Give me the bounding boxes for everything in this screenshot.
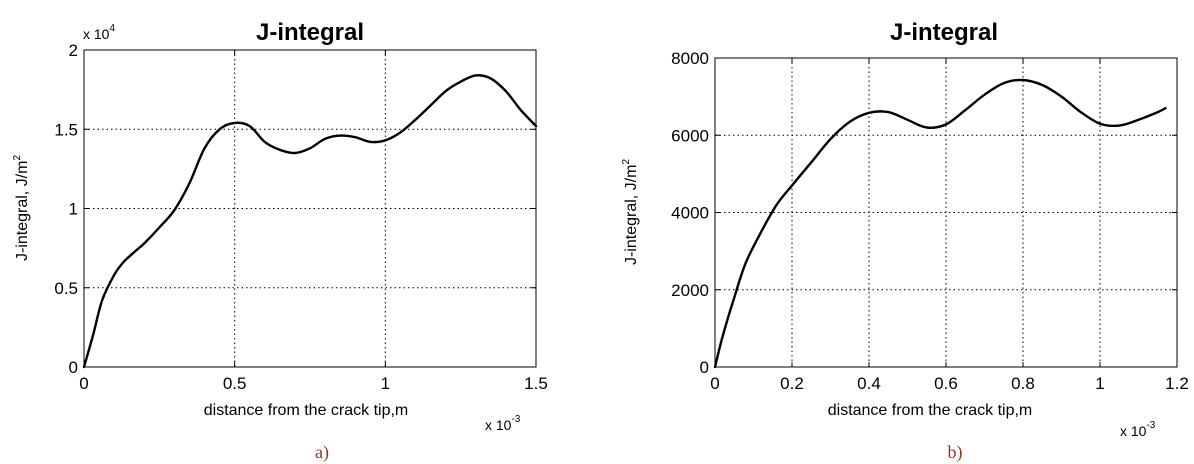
x-tick-label: 0 <box>710 374 719 393</box>
x-tick-label: 1.5 <box>524 374 548 393</box>
j-integral-curve-b <box>713 78 1167 369</box>
x-axis-label-b: distance from the crack tip,m <box>828 402 1033 419</box>
y-tick-label: 6000 <box>671 126 709 145</box>
y-ticks-b: 0 2000 4000 6000 8000 <box>671 49 1177 377</box>
y-axis-label-b: J-integral, J/m2 <box>621 159 640 265</box>
chart-title-a: J-integral <box>256 19 364 46</box>
x-axis-label-a: distance from the crack tip,m <box>204 402 409 419</box>
y-tick-label: 2000 <box>671 281 709 300</box>
y-ticks-a: 0 0.5 1 1.5 2 <box>54 41 536 377</box>
x-tick-label: 0.6 <box>934 374 958 393</box>
x-ticks-a: 0 0.5 1 1.5 <box>79 50 548 393</box>
y-axis-label-a: J-integral, J/m2 <box>12 155 31 261</box>
chart-panel-a: J-integral x 104 0 0.5 1 1.5 2 0 0.5 1 1.5 dist… <box>12 19 548 463</box>
y-tick-label: 0 <box>69 358 78 377</box>
x-tick-label: 0.4 <box>857 374 881 393</box>
caption-a: a) <box>315 442 329 463</box>
x-tick-label: 1.2 <box>1165 374 1189 393</box>
y-tick-label: 8000 <box>671 49 709 68</box>
grid-lines-a <box>84 50 536 367</box>
x-tick-label: 0.2 <box>780 374 804 393</box>
y-tick-label: 0 <box>700 358 709 377</box>
grid-lines-b <box>715 58 1177 367</box>
x-multiplier-a: x 10-3 <box>485 414 521 433</box>
x-tick-label: 1 <box>1095 374 1104 393</box>
x-tick-label: 0.8 <box>1011 374 1035 393</box>
y-tick-label: 1 <box>69 200 78 219</box>
x-ticks-b: 0 0.2 0.4 0.6 0.8 1 1.2 <box>710 58 1189 393</box>
j-integral-curve-a <box>82 74 538 369</box>
y-tick-label: 0.5 <box>54 279 78 298</box>
chart-title-b: J-integral <box>890 19 998 46</box>
y-tick-label: 1.5 <box>54 120 78 139</box>
caption-b: b) <box>948 442 963 463</box>
x-tick-label: 1 <box>381 374 390 393</box>
x-tick-label: 0 <box>79 374 88 393</box>
x-multiplier-b: x 10-3 <box>1120 420 1156 439</box>
x-tick-label: 0.5 <box>223 374 247 393</box>
y-multiplier-a: x 104 <box>83 23 115 42</box>
y-tick-label: 2 <box>69 41 78 60</box>
y-tick-label: 4000 <box>671 204 709 223</box>
